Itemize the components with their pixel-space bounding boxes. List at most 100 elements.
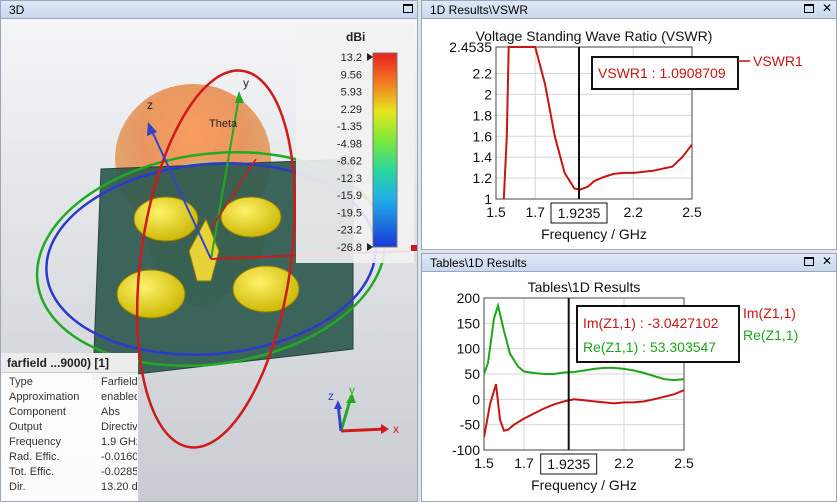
close-icon[interactable]: ✕: [821, 1, 833, 15]
info-key: Dir.: [9, 481, 26, 493]
info-value: 13.20 dBi: [101, 481, 137, 493]
y-tick-label: -100: [452, 442, 480, 458]
chart-title: Voltage Standing Wave Ratio (VSWR): [476, 28, 713, 44]
colorbar-tick-label: 2.29: [341, 104, 362, 116]
vswr-pane[interactable]: 1D Results\VSWR ✕ Voltage Standing Wave …: [421, 0, 837, 250]
vswr-titlebar: 1D Results\VSWR ✕: [422, 1, 836, 19]
re-marker-label: Re(Z1,1) : 53.303547: [583, 339, 716, 355]
y-tick-label: 2: [484, 86, 492, 102]
y-tick-label: 2.4535: [449, 39, 492, 55]
vswr-pane-title: 1D Results\VSWR: [430, 3, 529, 17]
y-tick-label: 1.2: [473, 170, 493, 186]
chart-title: Tables\1D Results: [528, 279, 641, 295]
theta-label: Theta: [209, 118, 238, 130]
maximize-icon[interactable]: [401, 2, 415, 16]
triad-z-label: z: [328, 389, 334, 403]
info-row: Frequency 1.9 GHz: [9, 435, 137, 450]
y-tick-label: 1.4: [473, 149, 493, 165]
view-3d-titlebar: 3D: [1, 1, 417, 19]
view-3d-pane[interactable]: 3D: [0, 0, 418, 502]
vswr-marker-label-box: [591, 56, 739, 90]
info-key: Output: [9, 421, 43, 433]
farfield-3d-scene[interactable]: y z Theta dBi 13.2 9.56 5.93 2.29 -1.35 -4.98…: [1, 19, 418, 502]
y-tick-label: 100: [457, 341, 481, 357]
tables-pane[interactable]: Tables\1D Results ✕ Tables\1D Results -10…: [421, 253, 837, 502]
series-line: [484, 383, 684, 438]
tables-pane-title: Tables\1D Results: [430, 256, 527, 270]
info-row: Type Farfield: [9, 375, 137, 390]
y-tick-label: 0: [472, 391, 480, 407]
maximize-icon[interactable]: [802, 2, 816, 16]
x-tick-label: 2.5: [674, 455, 694, 471]
colorbar-tick-label: 5.93: [341, 87, 362, 99]
info-value: Farfield: [101, 376, 137, 388]
triad-x-label: x: [393, 422, 399, 436]
colorbar-tick-label: -23.2: [337, 225, 362, 237]
marker-value: 1.9235: [558, 205, 601, 221]
info-row: Dir. 13.20 dBi: [9, 480, 137, 495]
axis-z-label: z: [147, 98, 153, 112]
info-key: Type: [9, 376, 33, 388]
x-tick-label: 1.5: [474, 455, 494, 471]
axis-y-label: y: [243, 76, 249, 90]
info-key: Rad. Effic.: [9, 451, 60, 463]
vswr-chart[interactable]: Voltage Standing Wave Ratio (VSWR) 1 1.2 1.…: [422, 19, 837, 250]
colorbar-tick-label: -8.62: [337, 156, 362, 168]
marker-value: 1.9235: [547, 456, 590, 472]
colorbar-tick-label: -15.9: [337, 190, 362, 202]
info-value: Directivity: [101, 421, 137, 433]
farfield-info-header: farfield ...9000) [1]: [1, 353, 138, 373]
info-row: Approximation enabled: [9, 390, 137, 405]
axis-triad: x y z: [328, 383, 399, 436]
colorbar-tick-label: 9.56: [341, 69, 362, 81]
info-row: Component Abs: [9, 405, 137, 420]
info-key: Tot. Effic.: [9, 466, 55, 478]
info-value: 1.9 GHz: [101, 436, 137, 448]
info-key: Component: [9, 406, 66, 418]
x-tick-label: 2.2: [614, 455, 634, 471]
x-tick-label: 1.7: [514, 455, 534, 471]
triad-y-label: y: [349, 383, 355, 397]
colorbar: dBi 13.2 9.56 5.93 2.29 -1.35 -4.98 -8.62 -12.3…: [296, 25, 417, 263]
info-value: -0.0285: [101, 466, 137, 478]
y-tick-label: 1.8: [473, 107, 493, 123]
y-tick-label: 200: [457, 290, 481, 306]
info-value: Abs: [101, 406, 120, 418]
im-marker-label: Im(Z1,1) : -3.0427102: [583, 315, 719, 331]
y-tick-label: 50: [464, 366, 480, 382]
y-tick-label: 1.6: [473, 128, 493, 144]
colorbar-tick-label: -26.8: [337, 242, 362, 254]
colorbar-tick-label: -19.5: [337, 207, 362, 219]
colorbar-tick-label: -1.35: [337, 121, 362, 133]
colorbar-unit: dBi: [346, 30, 365, 44]
marker-value-box: [550, 202, 608, 224]
info-row: Tot. Effic. -0.0285: [9, 465, 137, 480]
plot-frame: [495, 46, 693, 200]
x-tick-label: 2.5: [682, 204, 702, 220]
close-icon[interactable]: ✕: [821, 254, 833, 268]
x-tick-label: 2.2: [623, 204, 643, 220]
tables-titlebar: Tables\1D Results ✕: [422, 254, 836, 272]
x-axis-label: Frequency / GHz: [541, 226, 647, 242]
re-legend-label: Re(Z1,1): [743, 327, 798, 343]
x-axis-label: Frequency / GHz: [531, 477, 637, 493]
colorbar-tick-label: -12.3: [337, 173, 362, 185]
coordinate-axes: y z Theta: [147, 76, 412, 260]
x-tick-label: 1.5: [486, 204, 506, 220]
farfield-info-table: Type Farfield Approximation enabled Componen…: [9, 375, 137, 495]
maximize-icon[interactable]: [802, 255, 816, 269]
colorbar-tick-label: 13.2: [341, 52, 362, 64]
view-3d-title: 3D: [9, 3, 25, 17]
impedance-chart[interactable]: Tables\1D Results -100 -50 0 50 100 150 200 1.5 1…: [422, 272, 837, 502]
x-tick-label: 1.7: [525, 204, 545, 220]
y-tick-label: 2.2: [473, 66, 493, 82]
y-tick-label: -50: [460, 417, 480, 433]
info-key: Approximation: [9, 391, 80, 403]
vswr-legend-label: VSWR1: [753, 53, 803, 69]
y-tick-label: 150: [457, 315, 481, 331]
im-legend-label: Im(Z1,1): [743, 305, 796, 321]
series-line: [502, 46, 692, 199]
colorbar-tick-label: -4.98: [337, 138, 362, 150]
info-value: -0.0160: [101, 451, 137, 463]
info-row: Output Directivity: [9, 420, 137, 435]
